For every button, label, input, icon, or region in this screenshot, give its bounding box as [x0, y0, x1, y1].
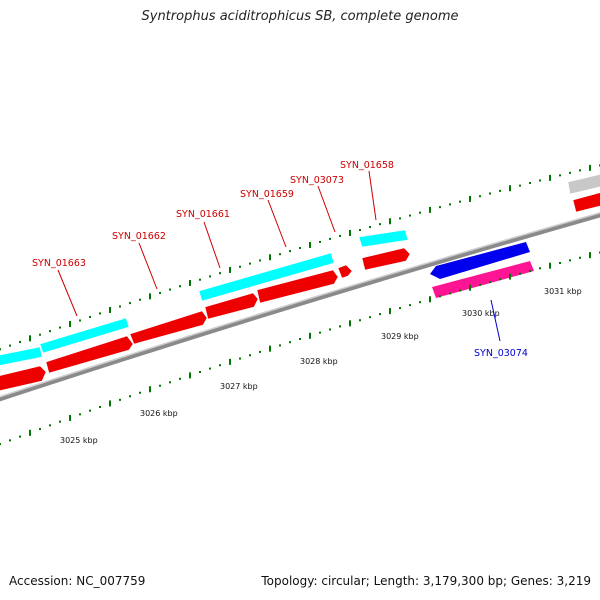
gene-labels: SYN_01663 SYN_01662 SYN_01661 SYN_01659 …: [32, 160, 528, 359]
leader-line-syn01662: [138, 242, 158, 290]
scale-label: 3029 kbp: [381, 332, 419, 341]
reverse-rna-lane: [432, 261, 534, 298]
backbone-line: [0, 212, 600, 402]
feature-cds-2[interactable]: [45, 335, 134, 374]
feature-cds-6[interactable]: [337, 264, 353, 279]
feature-other-1[interactable]: [567, 172, 600, 195]
gene-label-syn01663[interactable]: SYN_01663: [32, 258, 86, 269]
feature-rna-1[interactable]: [0, 346, 43, 367]
genome-backbone: [0, 212, 600, 402]
genome-summary: Topology: circular; Length: 3,179,300 bp…: [261, 574, 591, 588]
feature-rna-4[interactable]: [358, 229, 409, 248]
map-title: Syntrophus aciditrophicus SB, complete g…: [141, 9, 459, 24]
gene-label-syn03073[interactable]: SYN_03073: [290, 175, 344, 186]
feature-cds-5[interactable]: [256, 269, 339, 304]
feature-rna-2[interactable]: [39, 317, 130, 354]
leader-line-syn01661: [203, 221, 221, 269]
gene-label-syn01662[interactable]: SYN_01662: [112, 231, 166, 242]
leader-line-syn01659: [267, 199, 287, 248]
leader-line-syn03074: [490, 299, 501, 342]
feature-rna-reverse-1[interactable]: [432, 261, 534, 298]
backbone-highlight: [0, 212, 600, 398]
reverse-cds-lane: [430, 242, 530, 279]
scale-label: 3027 kbp: [220, 382, 258, 391]
leader-line-syn01663: [57, 269, 78, 317]
feature-cds-1[interactable]: [0, 365, 47, 392]
feature-cds-3[interactable]: [129, 310, 208, 345]
feature-cds-4[interactable]: [204, 292, 259, 320]
scale-label: 3025 kbp: [60, 436, 98, 445]
forward-cds-lane: [0, 190, 600, 392]
feature-cds-7[interactable]: [361, 247, 411, 271]
feature-cds-reverse-1[interactable]: [430, 242, 530, 279]
forward-rna-lane: [0, 172, 600, 367]
leader-line-syn01658: [368, 170, 377, 221]
scale-label: 3026 kbp: [140, 409, 178, 418]
inner-scale-ring: 3025 kbp 3026 kbp 3027 kbp 3028 kbp 3029 kbp…: [0, 251, 600, 446]
scale-label: 3031 kbp: [544, 287, 582, 296]
feature-rna-3[interactable]: [198, 252, 335, 302]
gene-label-syn01658[interactable]: SYN_01658: [340, 160, 394, 171]
gene-label-syn01659[interactable]: SYN_01659: [240, 189, 294, 200]
scale-label: 3030 kbp: [462, 309, 500, 318]
scale-label: 3028 kbp: [300, 357, 338, 366]
feature-cds-8[interactable]: [572, 190, 600, 213]
gene-label-syn01661[interactable]: SYN_01661: [176, 209, 230, 220]
leader-line-syn03073: [317, 185, 336, 233]
accession-label: Accession: NC_007759: [9, 574, 146, 588]
gene-label-syn03074[interactable]: SYN_03074: [474, 348, 528, 359]
outer-tick-ring: [0, 164, 600, 351]
